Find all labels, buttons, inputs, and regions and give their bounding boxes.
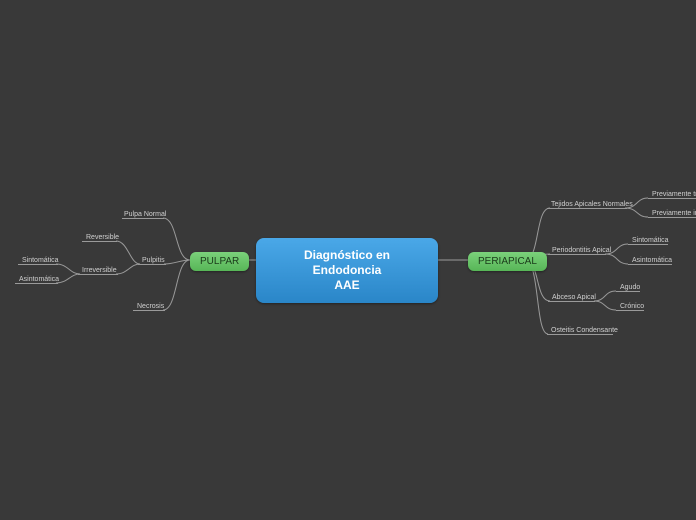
branch-pulpar[interactable]: PULPAR xyxy=(190,252,249,271)
root-label-line2: AAE xyxy=(334,278,359,292)
underline xyxy=(628,264,672,265)
underline xyxy=(82,241,117,242)
root-node[interactable]: Diagnóstico en Endodoncia AAE xyxy=(256,238,438,303)
mindmap-canvas: { "colors": { "background": "#393939", "… xyxy=(0,0,696,520)
underline xyxy=(18,264,58,265)
root-label-line1: Diagnóstico en Endodoncia xyxy=(304,248,390,277)
underline xyxy=(648,217,696,218)
underline xyxy=(138,264,166,265)
underline xyxy=(133,310,165,311)
underline xyxy=(616,291,640,292)
branch-pulpar-label: PULPAR xyxy=(200,256,239,267)
underline xyxy=(122,218,164,219)
branch-periapical-label: PERIAPICAL xyxy=(478,256,537,267)
underline xyxy=(547,334,613,335)
underline xyxy=(548,254,606,255)
underline xyxy=(648,198,696,199)
underline xyxy=(616,310,644,311)
underline xyxy=(628,244,668,245)
underline xyxy=(15,283,58,284)
branch-periapical[interactable]: PERIAPICAL xyxy=(468,252,547,271)
underline xyxy=(547,208,627,209)
underline xyxy=(548,301,595,302)
underline xyxy=(78,274,118,275)
